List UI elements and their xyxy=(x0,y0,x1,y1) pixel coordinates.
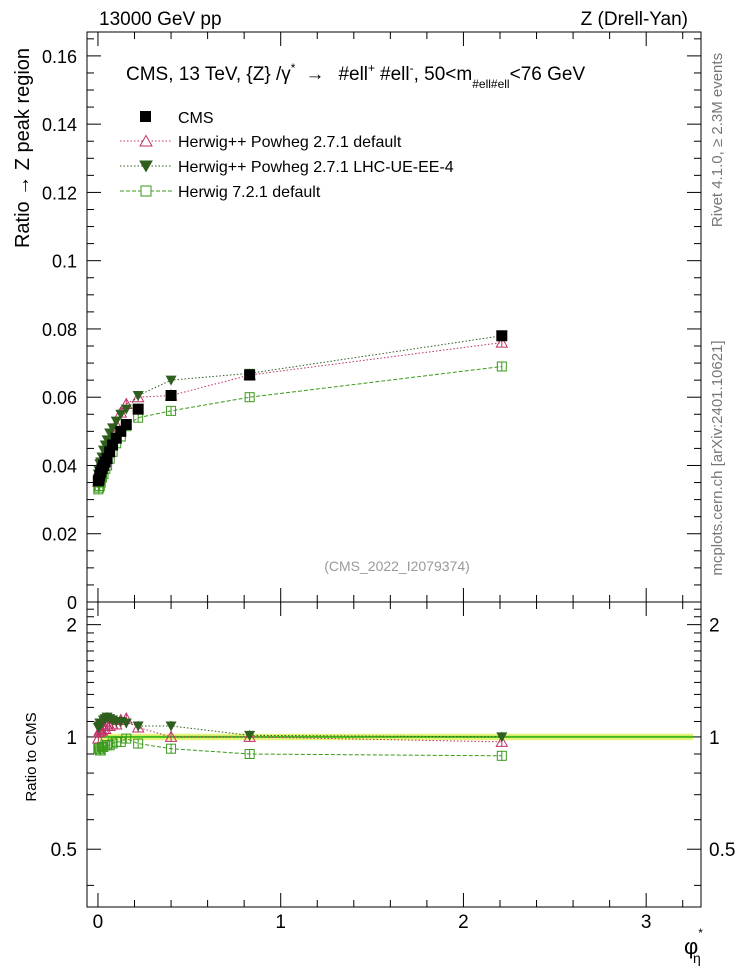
ratio-point-herwig_pp_lhc xyxy=(120,718,132,729)
ratio-point-herwig_pp_default xyxy=(164,730,178,742)
ratio-line-herwig_pp_lhc xyxy=(97,716,502,738)
series-layer xyxy=(91,330,509,495)
point-cms xyxy=(101,453,113,465)
main-axis-ticks: 0 0.02 0.04 0.06 0.08 0.1 0.12 0.14 0.16 xyxy=(42,32,701,613)
ratio-point-herwig_pp_default xyxy=(495,735,509,747)
ratio-point-herwig7 xyxy=(133,738,144,749)
ratio-series-layer xyxy=(91,712,509,761)
ratio-frame xyxy=(86,601,702,908)
series-line-herwig_pp_default xyxy=(97,342,502,482)
legend: CMS Herwig++ Powheg 2.7.1 default Herwig… xyxy=(120,110,454,201)
ratio-y-tick-label-right: 2 xyxy=(709,616,720,637)
ratio-y-tick-label-right: 0.5 xyxy=(709,840,735,861)
header-right: Z (Drell-Yan) xyxy=(581,9,688,30)
ratio-point-herwig_pp_default xyxy=(109,717,123,730)
header-left: 13000 GeV pp xyxy=(99,9,222,30)
series-line-herwig_pp_lhc xyxy=(97,335,502,475)
ratio-point-herwig_pp_lhc xyxy=(496,732,508,743)
ratio-point-herwig7 xyxy=(104,740,115,751)
x-axis-label: φ* η xyxy=(684,926,703,966)
point-cms xyxy=(107,439,119,451)
ratio-y-tick-label: 0.5 xyxy=(51,840,77,861)
ratio-point-herwig_pp_lhc xyxy=(165,721,177,732)
ratio-y-tick-label: 2 xyxy=(66,616,77,637)
point-herwig_pp_lhc xyxy=(115,409,127,420)
point-cms xyxy=(110,432,122,444)
legend-marker-herwig7 xyxy=(140,185,152,197)
ratio-point-herwig_pp_default xyxy=(91,732,105,744)
y-tick-label: 0.1 xyxy=(52,252,77,272)
point-herwig_pp_default xyxy=(495,336,509,348)
series-line-herwig7 xyxy=(97,365,502,490)
y-axis-label: Ratio → Z peak region xyxy=(12,48,34,248)
y-tick-label: 0 xyxy=(67,593,77,613)
y-tick-label: 0.06 xyxy=(42,388,77,408)
ratio-point-herwig7 xyxy=(121,733,132,744)
legend-marker-herwig-pp-lhc xyxy=(139,160,153,173)
ratio-point-herwig_pp_default xyxy=(243,730,256,742)
ratio-point-herwig7 xyxy=(107,738,118,749)
ratio-point-herwig7 xyxy=(244,748,255,759)
point-cms xyxy=(165,390,177,402)
x-tick-label: 1 xyxy=(275,912,286,933)
y-tick-label: 0.14 xyxy=(42,115,77,135)
x-tick-label: 3 xyxy=(641,912,652,933)
x-tick-label: 0 xyxy=(93,912,104,933)
point-herwig7 xyxy=(244,392,255,403)
cms-uncertainty-band xyxy=(97,733,693,741)
point-herwig_pp_lhc xyxy=(110,416,122,427)
point-herwig7 xyxy=(166,405,177,416)
ratio-point-herwig_pp_lhc xyxy=(244,730,256,741)
legend-marker-cms xyxy=(140,111,151,122)
point-herwig_pp_lhc xyxy=(165,375,177,386)
point-herwig_pp_default xyxy=(131,390,145,403)
y-tick-label: 0.16 xyxy=(42,47,77,67)
point-cms xyxy=(132,403,144,415)
y-tick-label: 0.12 xyxy=(42,183,77,203)
ratio-y-axis-label: Ratio to CMS xyxy=(23,712,40,801)
ratio-point-herwig7 xyxy=(166,743,177,754)
legend-marker-herwig-pp-default xyxy=(139,134,153,147)
ratio-y-tick-label: 1 xyxy=(66,728,77,749)
legend-label-herwig-pp-lhc: Herwig++ Powheg 2.7.1 LHC-UE-EE-4 xyxy=(178,159,454,176)
point-herwig_pp_lhc xyxy=(120,404,132,415)
ratio-point-herwig_pp_default xyxy=(131,720,145,733)
y-tick-label: 0.02 xyxy=(42,525,77,545)
ratio-point-herwig7 xyxy=(115,736,126,747)
ratio-point-herwig7 xyxy=(496,750,507,761)
point-herwig_pp_lhc xyxy=(132,391,144,402)
point-cms xyxy=(104,446,116,458)
point-cms xyxy=(496,330,508,342)
legend-label-herwig-pp-default: Herwig++ Powheg 2.7.1 default xyxy=(178,134,402,151)
y-tick-label: 0.08 xyxy=(42,320,77,340)
plot-title: CMS, 13 TeV, {Z} /γ* → #ell+ #ell-, 50<m#el… xyxy=(126,61,585,91)
rivet-note: Rivet 4.1.0, ≥ 2.3M events xyxy=(709,53,726,227)
y-tick-label: 0.04 xyxy=(42,456,77,476)
mcplots-note: mcplots.cern.ch [arXiv:2401.10621] xyxy=(709,340,726,575)
ratio-y-tick-label-right: 1 xyxy=(709,728,720,749)
point-herwig7 xyxy=(496,361,507,372)
x-tick-label: 2 xyxy=(458,912,469,933)
point-cms xyxy=(120,419,132,431)
ratio-axis-ticks: 0 1 2 3 0.5 0.5 1 1 2 2 xyxy=(51,602,735,933)
legend-label-cms: CMS xyxy=(178,110,214,127)
ratio-line-herwig7 xyxy=(98,737,502,757)
analysis-id: (CMS_2022_I2079374) xyxy=(324,558,470,574)
point-cms xyxy=(244,369,256,381)
point-cms xyxy=(115,425,127,437)
ratio-point-herwig_pp_lhc xyxy=(132,721,144,732)
legend-label-herwig7: Herwig 7.2.1 default xyxy=(178,184,321,201)
